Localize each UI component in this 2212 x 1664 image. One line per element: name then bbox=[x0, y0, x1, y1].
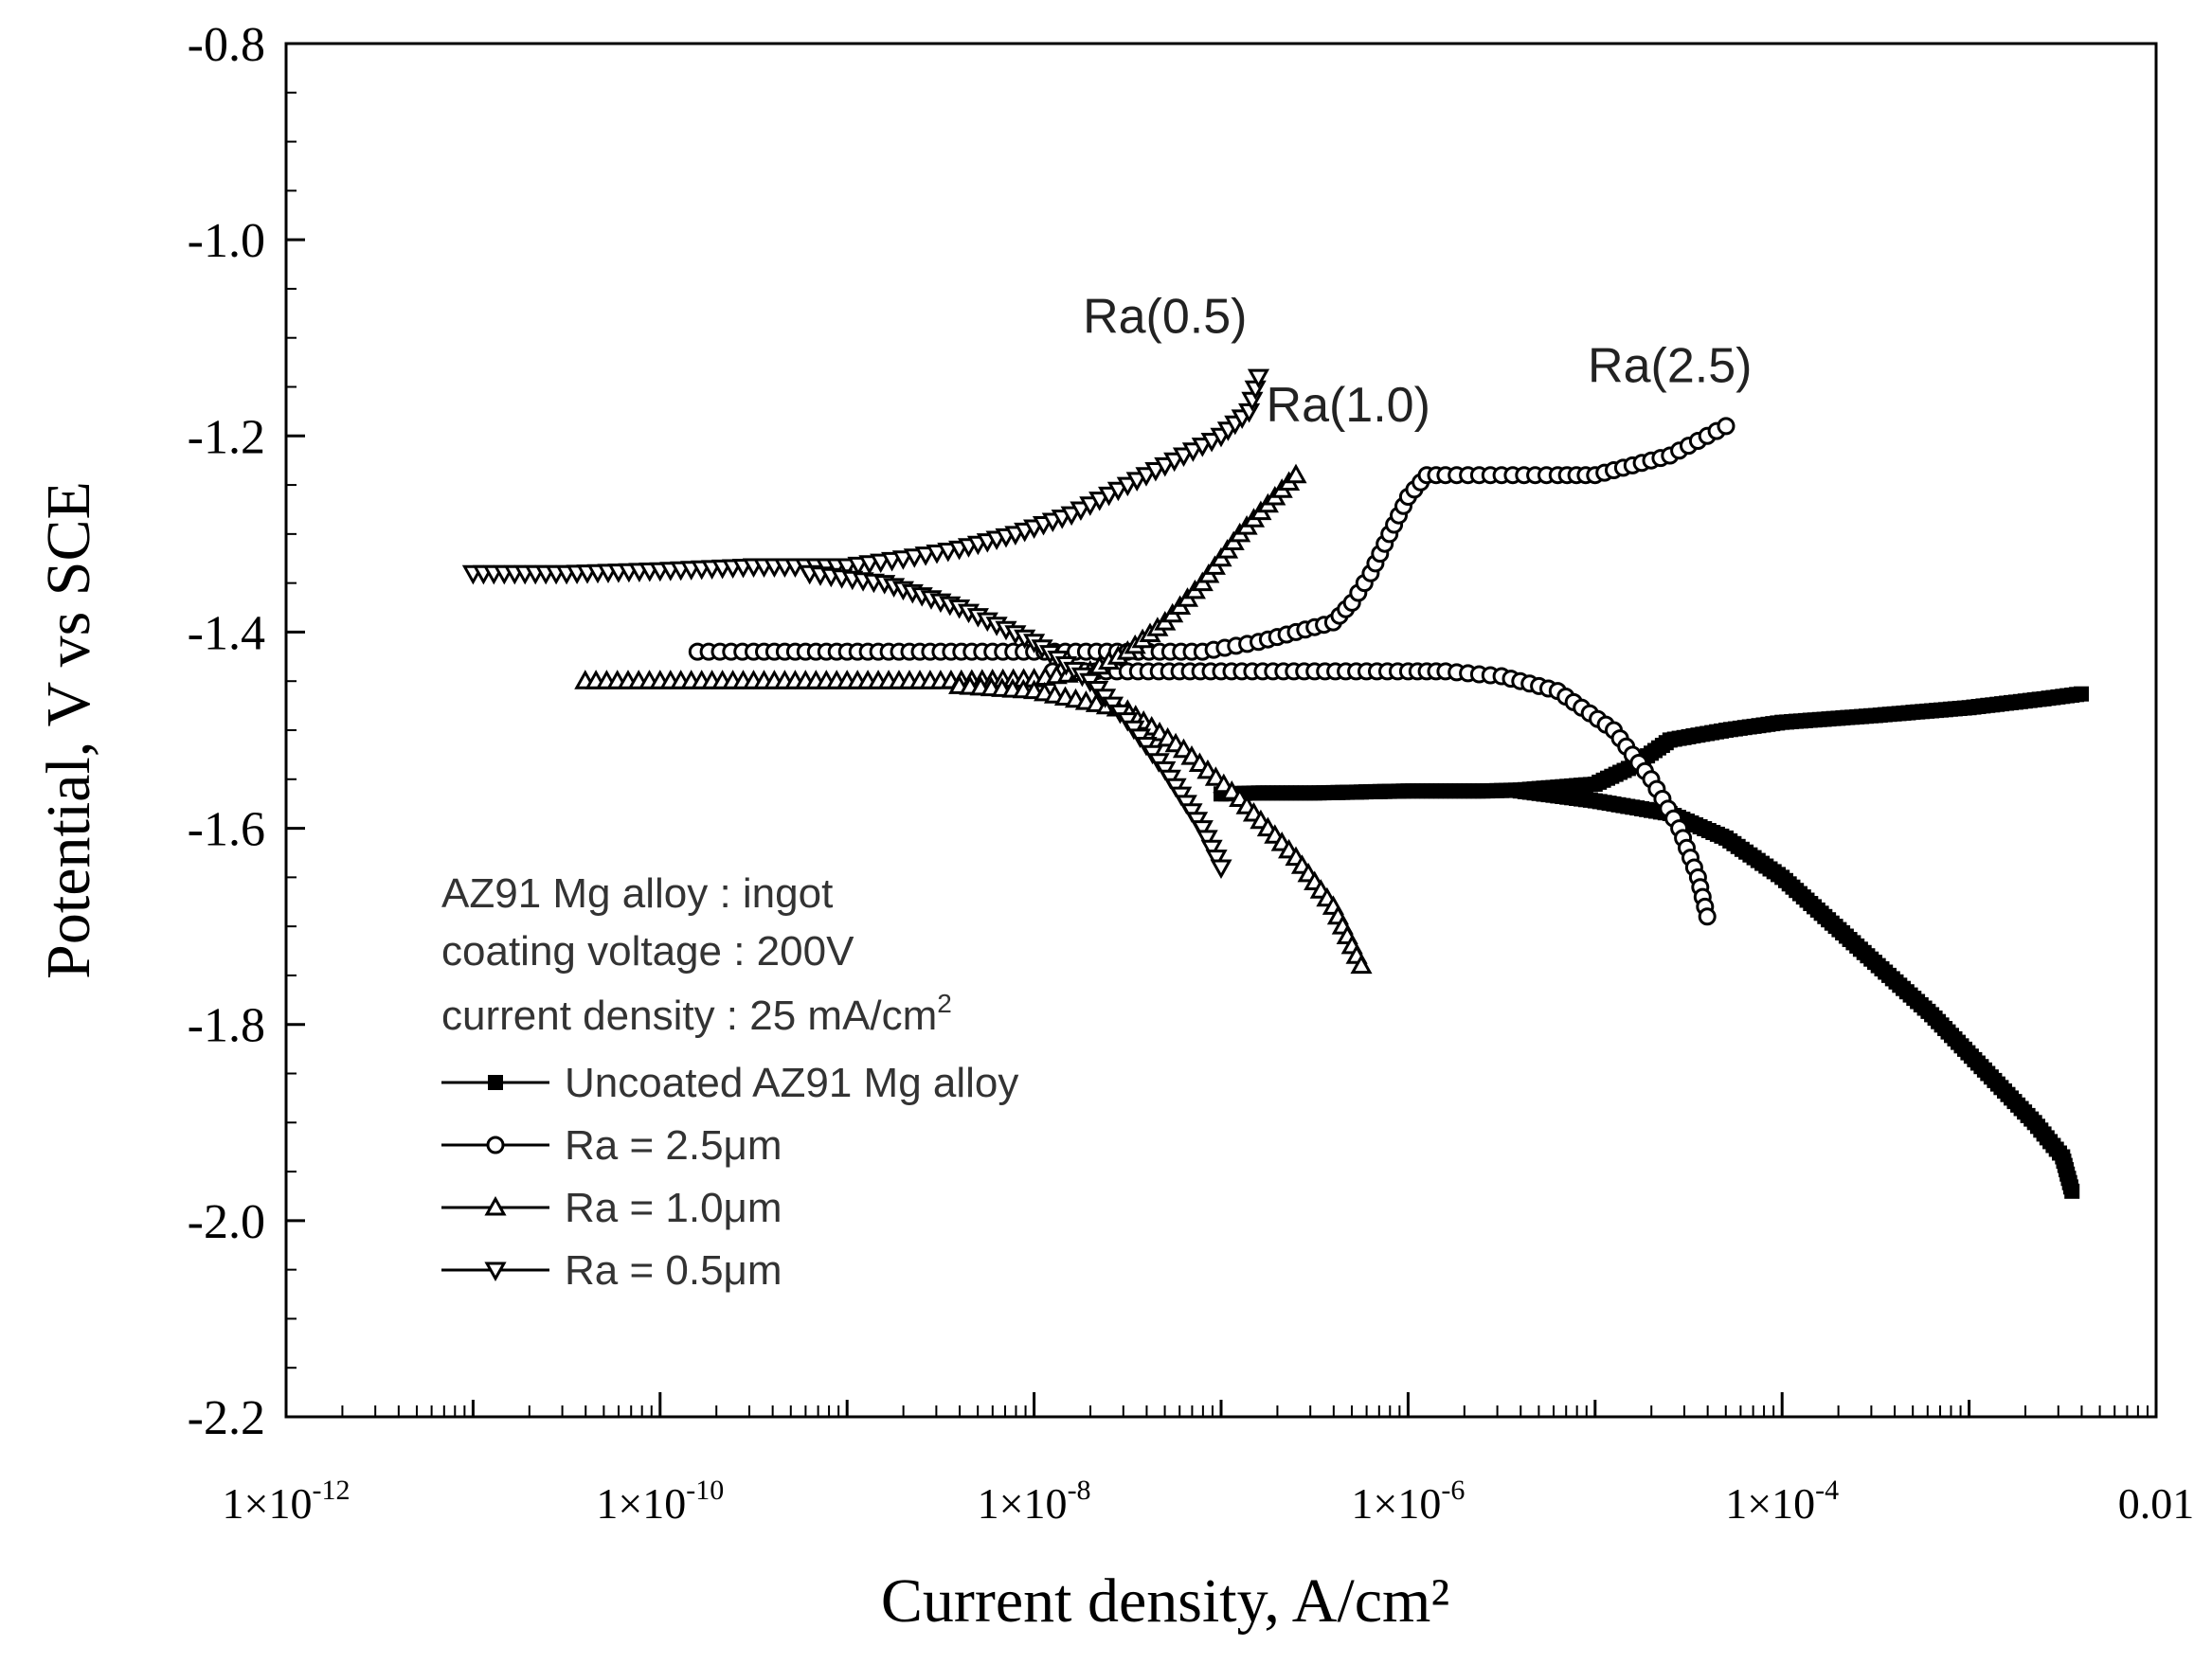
series-1 bbox=[688, 417, 1735, 926]
y-axis-title: Potential, V vs SCE bbox=[34, 481, 103, 979]
legend-label: Ra = 1.0μm bbox=[565, 1185, 782, 1231]
legend-label: Uncoated AZ91 Mg alloy bbox=[565, 1060, 1018, 1106]
data-point bbox=[1717, 417, 1735, 436]
data-point bbox=[2064, 1183, 2080, 1199]
series-line-cathodic bbox=[1520, 789, 2074, 1192]
curve-annotation: Ra(1.0) bbox=[1267, 378, 1430, 433]
y-major-ticks bbox=[286, 42, 305, 1419]
y-tick-label: -1.0 bbox=[188, 214, 265, 268]
y-tick-labels: -0.8 -1.0 -1.2 -1.4 -1.6 -1.8 -2.0 -2.2 bbox=[188, 18, 265, 1445]
legend-label: Ra = 2.5μm bbox=[565, 1122, 782, 1169]
data-point bbox=[2074, 686, 2089, 702]
data-point bbox=[1698, 907, 1717, 926]
x-axis-title: Current density, A/cm² bbox=[881, 1566, 1449, 1636]
x-tick-label: 1×10-4 bbox=[1725, 1475, 1839, 1528]
x-tick-label: 1×10-6 bbox=[1351, 1475, 1465, 1528]
curve-annotation: Ra(2.5) bbox=[1588, 338, 1752, 393]
series-line-cathodic bbox=[809, 572, 1223, 868]
legend: Uncoated AZ91 Mg alloy Ra = 2.5μm Ra = 1… bbox=[441, 1060, 1018, 1294]
series-3 bbox=[462, 368, 1268, 878]
legend-item: Ra = 1.0μm bbox=[441, 1185, 782, 1231]
y-tick-label: -1.8 bbox=[188, 999, 265, 1053]
curve-annotations: Ra(0.5) Ra(1.0) Ra(2.5) bbox=[1083, 290, 1752, 433]
x-tick-label: 1×10-8 bbox=[978, 1475, 1091, 1528]
curve-annotation: Ra(0.5) bbox=[1083, 290, 1247, 345]
legend-marker bbox=[488, 1075, 503, 1090]
y-tick-label: -0.8 bbox=[188, 18, 265, 72]
series-layer bbox=[462, 368, 2089, 1199]
info-line: current density : 25 mA/cm2 bbox=[441, 989, 952, 1039]
y-tick-label: -2.0 bbox=[188, 1195, 265, 1249]
y-tick-label: -1.6 bbox=[188, 803, 265, 857]
x-major-ticks bbox=[284, 1392, 2158, 1417]
y-minor-ticks bbox=[286, 91, 297, 1369]
x-tick-label: 1×10-12 bbox=[223, 1475, 351, 1528]
info-line: AZ91 Mg alloy : ingot bbox=[441, 870, 833, 917]
legend-item: Uncoated AZ91 Mg alloy bbox=[441, 1060, 1018, 1106]
x-tick-label: 0.01 bbox=[2118, 1479, 2195, 1528]
info-line: coating voltage : 200V bbox=[441, 928, 854, 975]
y-tick-label: -1.4 bbox=[188, 606, 265, 660]
data-point bbox=[1211, 859, 1232, 878]
x-tick-label: 1×10-10 bbox=[596, 1475, 724, 1528]
x-minor-ticks bbox=[341, 1405, 2149, 1417]
y-tick-label: -2.2 bbox=[188, 1391, 265, 1445]
legend-marker bbox=[486, 1136, 505, 1154]
legend-label: Ra = 0.5μm bbox=[565, 1247, 782, 1294]
series-line-anodic bbox=[697, 424, 1727, 653]
info-block: AZ91 Mg alloy : ingot coating voltage : … bbox=[441, 870, 952, 1039]
x-tick-labels: 1×10-12 1×10-10 1×10-8 1×10-6 1×10-4 0.01 bbox=[223, 1475, 2195, 1528]
legend-item: Ra = 0.5μm bbox=[441, 1247, 782, 1294]
legend-item: Ra = 2.5μm bbox=[441, 1122, 782, 1169]
y-tick-label: -1.2 bbox=[188, 410, 265, 464]
